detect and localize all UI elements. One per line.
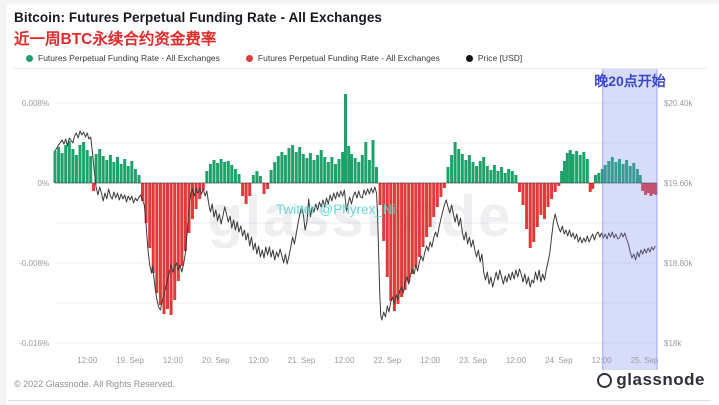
copyright-text: © 2022 Glassnode. All Rights Reserved. [14,379,175,389]
black-dot-icon [465,54,473,62]
svg-text:12:00: 12:00 [163,356,184,365]
page-edge-left [0,0,7,405]
svg-text:25. Sep: 25. Sep [631,356,659,365]
svg-text:-0.016%: -0.016% [19,339,49,348]
page-subtitle-chinese: 近一周BTC永续合约资金费率 [14,31,217,48]
legend-item-price[interactable]: Price [USD] [465,53,523,63]
svg-text:$20.40k: $20.40k [664,99,693,108]
glassnode-watermark: glassnode [208,184,513,249]
svg-text:19. Sep: 19. Sep [116,356,144,365]
svg-text:24. Sep: 24. Sep [545,356,573,365]
funding-rate-bars [53,94,658,315]
legend-label: Futures Perpetual Funding Rate - All Exc… [38,53,220,63]
svg-text:23. Sep: 23. Sep [459,356,487,365]
legend-label: Price [USD] [477,53,523,63]
highlight-region [602,69,657,370]
red-dot-icon [245,54,253,62]
glassnode-logo-text: glassnode [616,370,705,389]
page-edge-top [0,0,719,4]
svg-text:-0.008%: -0.008% [19,259,49,268]
glassnode-logo[interactable]: glassnode [597,370,705,390]
svg-text:12:00: 12:00 [592,356,613,365]
green-dot-icon [26,54,33,62]
svg-text:12:00: 12:00 [249,356,270,365]
svg-text:12:00: 12:00 [77,356,98,365]
legend-item-funding-positive[interactable]: Futures Perpetual Funding Rate - All Exc… [26,53,220,63]
svg-text:12:00: 12:00 [334,356,355,365]
svg-text:$18.80k: $18.80k [664,259,693,268]
svg-text:21. Sep: 21. Sep [288,356,316,365]
svg-text:0%: 0% [37,179,49,188]
footer-divider [8,400,711,401]
page-title: Bitcoin: Futures Perpetual Funding Rate … [14,10,383,25]
glassnode-ring-icon [597,372,613,388]
highlight-annotation: 晚20点开始 [594,73,666,89]
legend-item-funding-negative[interactable]: Futures Perpetual Funding Rate - All Exc… [245,53,440,63]
svg-text:12:00: 12:00 [506,356,527,365]
svg-text:0.008%: 0.008% [22,99,49,108]
price-line [54,130,656,321]
legend-divider [14,68,706,69]
svg-text:$19.60k: $19.60k [664,179,693,188]
svg-text:20. Sep: 20. Sep [202,356,230,365]
legend-label: Futures Perpetual Funding Rate - All Exc… [257,53,440,63]
svg-text:$18k: $18k [664,339,682,348]
axis-labels: 0.008% 0% -0.008% -0.016% $20.40k $19.60k $18.… [19,99,693,365]
svg-text:22. Sep: 22. Sep [374,356,402,365]
svg-text:12:00: 12:00 [420,356,441,365]
legend: Futures Perpetual Funding Rate - All Exc… [26,53,522,63]
twitter-watermark: Twitter @Phyrex_Ni [276,202,395,217]
